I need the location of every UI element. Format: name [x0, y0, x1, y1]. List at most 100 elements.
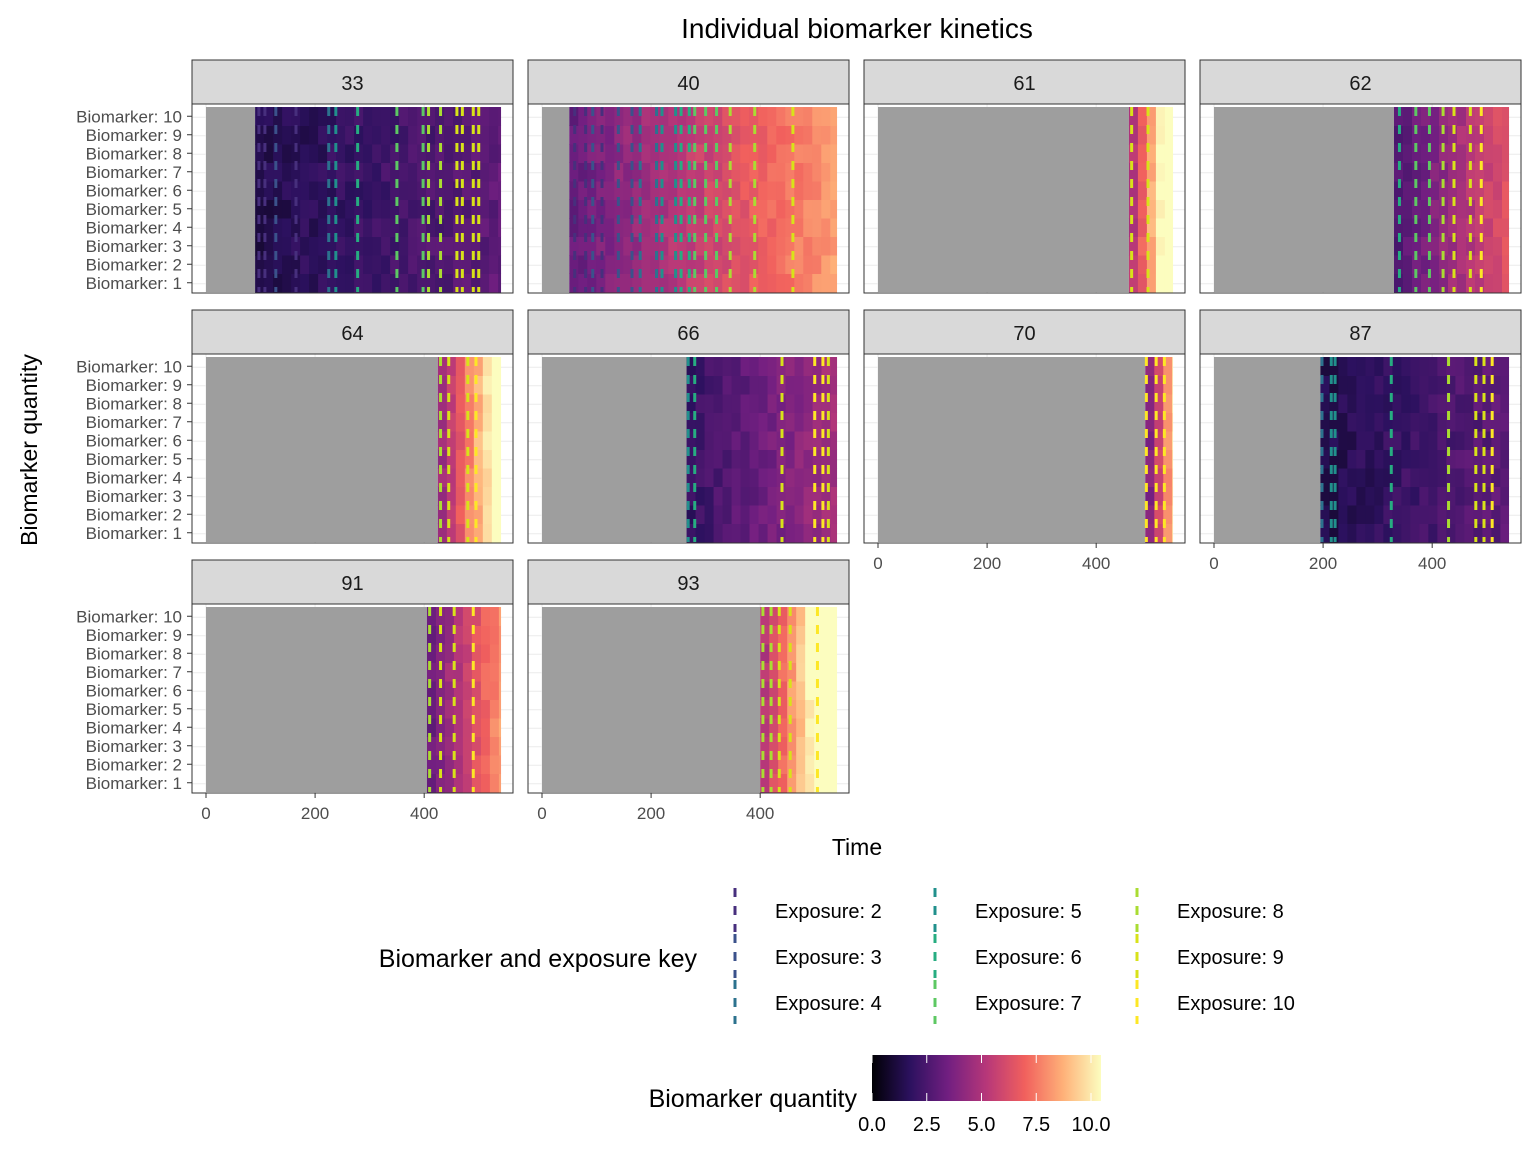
- heat-cell: [704, 431, 715, 450]
- heat-cell: [740, 394, 751, 413]
- heat-cell: [1419, 412, 1429, 432]
- heat-cell: [596, 125, 606, 145]
- heat-cell: [480, 625, 491, 645]
- heat-cell: [390, 255, 400, 274]
- heat-cell: [1464, 486, 1474, 506]
- heat-cell: [1448, 125, 1458, 145]
- heat-cell: [677, 236, 687, 256]
- heat-cell: [794, 431, 805, 450]
- heat-cell: [273, 255, 283, 274]
- heat-cell: [1430, 273, 1440, 293]
- heat-cell: [1482, 523, 1492, 543]
- heat-cell: [1491, 375, 1501, 395]
- y-tick-label: Biomarker: 1: [86, 774, 182, 793]
- heat-cell: [805, 681, 815, 700]
- heat-cell: [796, 681, 806, 700]
- heat-cell: [787, 681, 797, 700]
- x-tick-label: 200: [973, 554, 1001, 573]
- heat-cell: [731, 505, 742, 524]
- heat-cell: [1155, 218, 1166, 237]
- heat-cell: [722, 144, 732, 163]
- heat-cell: [462, 107, 472, 126]
- heat-cell: [1500, 505, 1510, 524]
- heat-cell: [668, 107, 678, 126]
- heat-cell: [794, 255, 804, 274]
- facet-strip: [1199, 59, 1522, 105]
- heat-cell: [769, 662, 779, 682]
- heat-cell: [1430, 107, 1440, 126]
- heat-cell: [345, 125, 355, 145]
- x-tick-label: 400: [746, 804, 774, 823]
- heat-cell: [1466, 107, 1476, 126]
- heat-cell: [1412, 162, 1422, 182]
- heat-cell: [255, 199, 265, 219]
- heat-cell: [614, 125, 624, 145]
- heat-cell: [480, 162, 490, 182]
- heat-cell: [464, 486, 475, 506]
- heat-cell: [1383, 375, 1393, 395]
- y-tick-label: Biomarker: 9: [86, 126, 182, 145]
- heat-cell: [796, 773, 806, 793]
- heat-cell: [426, 718, 437, 737]
- heat-cell: [1493, 181, 1503, 200]
- heat-cell: [1155, 162, 1166, 182]
- heat-cell: [704, 357, 715, 376]
- heat-cell: [785, 357, 796, 376]
- heat-cell: [794, 273, 804, 293]
- heat-cell: [605, 199, 615, 219]
- heat-cell: [731, 199, 741, 219]
- heat-cell: [372, 125, 382, 145]
- heat-cell: [769, 644, 779, 663]
- heat-cell: [464, 468, 475, 487]
- heat-cell: [408, 107, 418, 126]
- heat-cell: [785, 107, 795, 126]
- heat-cell: [1475, 144, 1485, 163]
- colorbar-tick-label: 5.0: [968, 1114, 996, 1136]
- heat-cell: [1320, 375, 1330, 395]
- heat-cell: [1410, 505, 1420, 524]
- heat-cell: [713, 523, 724, 543]
- heat-cell: [1484, 125, 1494, 145]
- heat-cell: [435, 755, 446, 774]
- heat-cell: [363, 162, 373, 182]
- heat-cell: [778, 662, 788, 682]
- heat-cell: [659, 255, 669, 274]
- heat-cell: [455, 505, 466, 524]
- heat-cell: [796, 755, 806, 774]
- heat-cell: [453, 181, 463, 200]
- heat-cell: [498, 273, 502, 293]
- heat-cell: [489, 736, 500, 756]
- heat-cell: [1320, 412, 1330, 432]
- heat-cell: [381, 255, 391, 274]
- heat-cell: [1163, 375, 1173, 395]
- heat-cell: [704, 162, 714, 182]
- heat-cell: [1428, 449, 1438, 469]
- heat-cell: [363, 199, 373, 219]
- heat-cell: [1145, 431, 1155, 450]
- heat-cell: [1401, 486, 1411, 506]
- heat-cell: [1457, 107, 1467, 126]
- heat-cell: [1455, 394, 1465, 413]
- legend-label-exposure: Exposure: 3: [775, 947, 882, 969]
- heat-cell: [381, 236, 391, 256]
- heat-cell: [1374, 431, 1384, 450]
- heat-cell: [482, 523, 493, 543]
- heat-cell: [255, 125, 265, 145]
- heat-cell: [1430, 181, 1440, 200]
- heat-cell: [1464, 449, 1474, 469]
- heat-cell: [1154, 375, 1164, 395]
- heat-cell: [482, 486, 493, 506]
- heat-cell: [641, 273, 651, 293]
- heat-cell: [291, 218, 301, 237]
- heat-cell: [1320, 357, 1330, 376]
- heat-cell: [435, 718, 446, 737]
- heat-cell: [821, 505, 832, 524]
- heat-cell: [695, 357, 706, 376]
- heat-cell: [704, 236, 714, 256]
- heat-cell: [1338, 394, 1348, 413]
- heat-cell: [1439, 144, 1449, 163]
- heat-cell: [686, 449, 697, 469]
- heat-cell: [1502, 144, 1510, 163]
- heat-cell: [455, 468, 466, 487]
- heat-cell: [713, 431, 724, 450]
